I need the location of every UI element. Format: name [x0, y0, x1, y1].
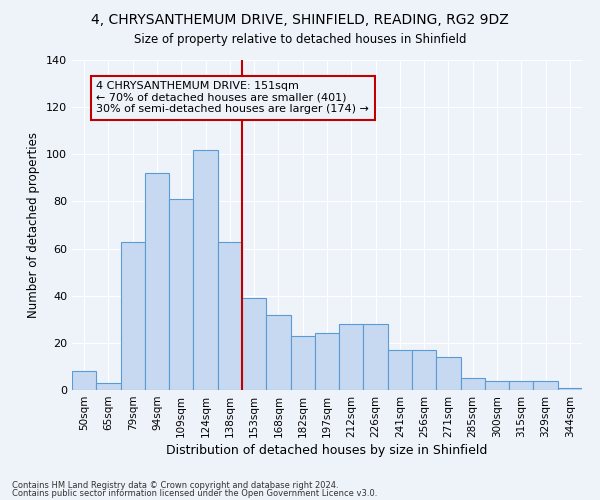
- Bar: [558, 388, 582, 390]
- Y-axis label: Number of detached properties: Number of detached properties: [28, 132, 40, 318]
- Bar: [461, 378, 485, 390]
- Bar: [266, 314, 290, 390]
- Text: Contains public sector information licensed under the Open Government Licence v3: Contains public sector information licen…: [12, 488, 377, 498]
- Bar: [315, 334, 339, 390]
- Bar: [193, 150, 218, 390]
- Bar: [290, 336, 315, 390]
- Bar: [388, 350, 412, 390]
- Text: Size of property relative to detached houses in Shinfield: Size of property relative to detached ho…: [134, 32, 466, 46]
- Bar: [242, 298, 266, 390]
- Bar: [96, 383, 121, 390]
- Bar: [218, 242, 242, 390]
- Bar: [436, 357, 461, 390]
- Bar: [169, 199, 193, 390]
- Bar: [485, 380, 509, 390]
- Bar: [364, 324, 388, 390]
- Bar: [145, 173, 169, 390]
- Bar: [339, 324, 364, 390]
- X-axis label: Distribution of detached houses by size in Shinfield: Distribution of detached houses by size …: [166, 444, 488, 457]
- Bar: [533, 380, 558, 390]
- Text: Contains HM Land Registry data © Crown copyright and database right 2024.: Contains HM Land Registry data © Crown c…: [12, 481, 338, 490]
- Bar: [121, 242, 145, 390]
- Bar: [72, 371, 96, 390]
- Text: 4 CHRYSANTHEMUM DRIVE: 151sqm
← 70% of detached houses are smaller (401)
30% of : 4 CHRYSANTHEMUM DRIVE: 151sqm ← 70% of d…: [96, 81, 369, 114]
- Bar: [412, 350, 436, 390]
- Text: 4, CHRYSANTHEMUM DRIVE, SHINFIELD, READING, RG2 9DZ: 4, CHRYSANTHEMUM DRIVE, SHINFIELD, READI…: [91, 12, 509, 26]
- Bar: [509, 380, 533, 390]
